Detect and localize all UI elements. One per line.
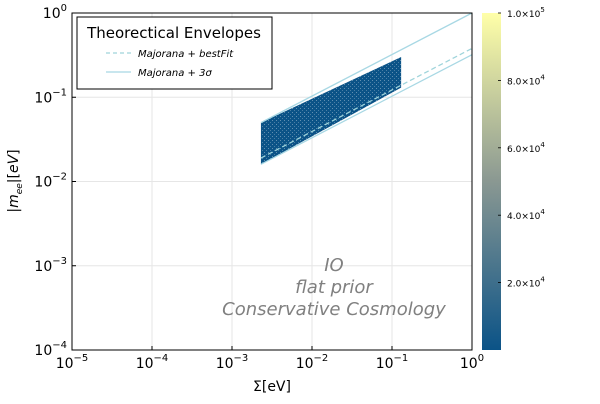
annotation: IO flat prior Conservative Cosmology — [222, 255, 446, 320]
x-tick-label-0: 10−5 — [56, 353, 89, 372]
envelope-lines — [260, 12, 473, 165]
y-tick-label-4: 100 — [43, 3, 67, 22]
colorbar-tick-label-1: 4.0×104 — [507, 208, 545, 222]
colorbar-tick-label-2: 6.0×104 — [507, 141, 545, 155]
colorbar-tick-label-3: 8.0×104 — [507, 73, 545, 87]
y-tick-label-0: 10−4 — [34, 340, 67, 359]
density-band-texture — [260, 57, 402, 165]
colorbar-ticks: 2.0×104 4.0×104 6.0×104 8.0×104 1.0×105 — [498, 6, 545, 290]
x-tick-label-3: 10−2 — [296, 353, 329, 372]
colorbar-tick-label-4: 1.0×105 — [507, 6, 545, 20]
colorbar-tick-label-0: 2.0×104 — [507, 276, 545, 290]
density-region — [260, 57, 402, 165]
y-tick-label-3: 10−1 — [34, 87, 67, 106]
x-axis-ticks: 10−5 10−4 10−3 10−2 10−1 100 — [56, 346, 484, 372]
envelope-line-2 — [260, 54, 473, 165]
x-tick-label-1: 10−4 — [136, 353, 169, 372]
envelope-line-0 — [260, 47, 473, 159]
envelope-line-1 — [260, 12, 473, 124]
x-axis-label: Σ[eV] — [253, 379, 291, 395]
y-tick-label-1: 10−3 — [34, 256, 67, 275]
annotation-line-2: flat prior — [295, 277, 374, 298]
x-tick-label-4: 10−1 — [376, 353, 409, 372]
y-tick-label-2: 10−2 — [34, 172, 67, 191]
legend-title: Theorectical Envelopes — [86, 24, 261, 42]
annotation-line-3: Conservative Cosmology — [222, 299, 446, 320]
legend-entry-3sigma: Majorana + 3σ — [138, 68, 212, 79]
colorbar: 2.0×104 4.0×104 6.0×104 8.0×104 1.0×105 — [482, 6, 545, 350]
x-tick-label-5: 100 — [460, 353, 484, 372]
y-axis-ticks: 10−4 10−3 10−2 10−1 100 — [34, 3, 76, 359]
x-tick-label-2: 10−3 — [216, 353, 249, 372]
y-axis-label: |mee|[eV] — [6, 149, 25, 212]
legend: Theorectical Envelopes Majorana + bestFi… — [76, 16, 273, 90]
legend-entry-bestfit: Majorana + bestFit — [138, 49, 234, 60]
colorbar-gradient — [482, 13, 501, 350]
annotation-line-1: IO — [324, 255, 343, 276]
